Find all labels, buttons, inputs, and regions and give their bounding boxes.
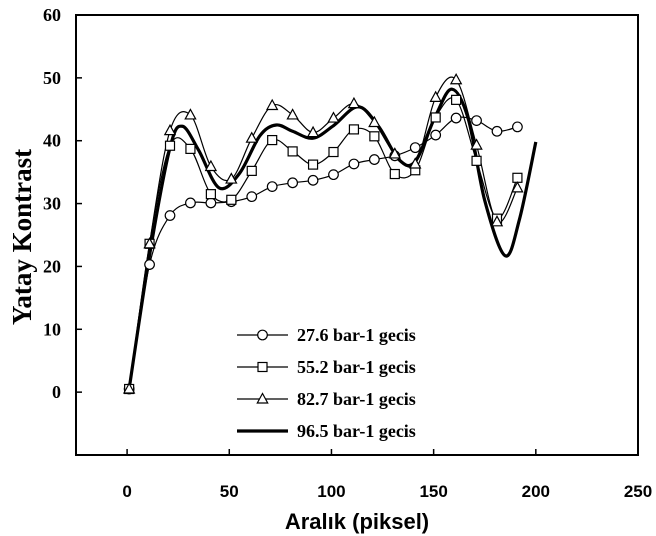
square-marker: [185, 143, 196, 154]
legend-label-2: 55.2 bar-1 gecis: [297, 357, 416, 377]
square-marker: [471, 155, 482, 166]
square-marker: [246, 165, 257, 176]
plot-frame: [75, 14, 639, 456]
triangle-marker: [306, 125, 320, 138]
y-tick-label: 0: [52, 382, 61, 402]
circle-marker: [246, 191, 258, 203]
triangle-marker: [388, 147, 402, 159]
series-line-1: [128, 116, 518, 390]
circle-marker: [287, 177, 299, 189]
triangle-marker: [429, 90, 442, 102]
x-tick-label: 200: [522, 482, 550, 501]
triangle-marker: [327, 111, 340, 123]
triangle-marker: [470, 138, 483, 150]
circle-marker: [348, 158, 360, 170]
square-marker: [328, 146, 339, 158]
triangle-marker: [490, 215, 504, 227]
circle-marker: [471, 115, 482, 126]
triangle-marker: [511, 181, 524, 193]
circle-marker: [266, 181, 278, 193]
y-tick-group: 0 10 20 30 40 50 60: [43, 5, 82, 402]
x-tick-label: 50: [220, 482, 239, 501]
x-tick-label: 150: [419, 482, 447, 501]
series-line-2: [128, 97, 518, 390]
circle-marker: [491, 125, 503, 137]
series-marker-group: [122, 72, 524, 395]
circle-marker: [307, 174, 319, 186]
square-marker: [164, 140, 176, 151]
square-marker: [451, 94, 462, 105]
circle-marker: [328, 169, 339, 181]
triangle-marker: [143, 237, 156, 249]
circle-marker: [185, 197, 196, 209]
triangle-marker: [245, 131, 258, 143]
x-tick-label: 250: [624, 482, 652, 501]
y-axis-label: Yatay Kontrast: [7, 149, 37, 325]
circle-marker: [144, 259, 155, 270]
square-marker: [287, 146, 298, 157]
square-marker: [267, 134, 278, 146]
square-marker: [389, 168, 400, 180]
triangle-marker: [409, 157, 422, 169]
y-tick-label: 30: [43, 194, 61, 214]
square-marker: [430, 112, 441, 123]
y-tick-label: 60: [43, 5, 61, 25]
y-tick-label: 50: [43, 68, 61, 88]
legend: 27.6 bar-1 gecis 55.2 bar-1 gecis 82.7 bar…: [237, 325, 416, 441]
triangle-marker: [286, 108, 299, 120]
circle-marker: [512, 121, 523, 133]
triangle-marker: [449, 72, 463, 85]
square-marker: [512, 172, 523, 183]
x-tick-label: 100: [317, 482, 345, 501]
triangle-marker: [122, 382, 136, 394]
triangle-marker: [184, 108, 197, 120]
y-tick-label: 10: [43, 319, 61, 339]
y-tick-label: 20: [43, 256, 61, 276]
triangle-marker: [256, 392, 269, 404]
x-tick-label: 0: [122, 482, 131, 501]
triangle-marker: [265, 98, 279, 111]
square-marker: [257, 361, 268, 373]
circle-marker: [205, 197, 217, 209]
square-marker: [369, 131, 380, 142]
legend-label-3: 82.7 bar-1 gecis: [297, 389, 416, 409]
x-tick-group: 0 50 100 150 200 250: [122, 449, 652, 501]
circle-marker: [164, 210, 176, 221]
triangle-marker: [163, 123, 177, 136]
square-marker: [226, 194, 237, 205]
triangle-marker: [368, 115, 381, 128]
square-marker: [348, 124, 360, 135]
triangle-marker: [225, 172, 238, 184]
legend-label-1: 27.6 bar-1 gecis: [297, 325, 416, 345]
circle-marker: [430, 129, 442, 141]
legend-label-4: 96.5 bar-1 gecis: [297, 421, 416, 441]
square-marker: [307, 159, 319, 170]
square-marker: [205, 189, 216, 200]
y-tick-label: 40: [43, 131, 61, 151]
triangle-marker: [347, 96, 361, 109]
circle-marker: [257, 329, 268, 341]
circle-marker: [450, 112, 462, 124]
triangle-marker: [204, 159, 218, 172]
circle-marker: [368, 154, 380, 165]
x-axis-label: Aralık (piksel): [285, 509, 429, 534]
circle-marker: [409, 142, 421, 154]
